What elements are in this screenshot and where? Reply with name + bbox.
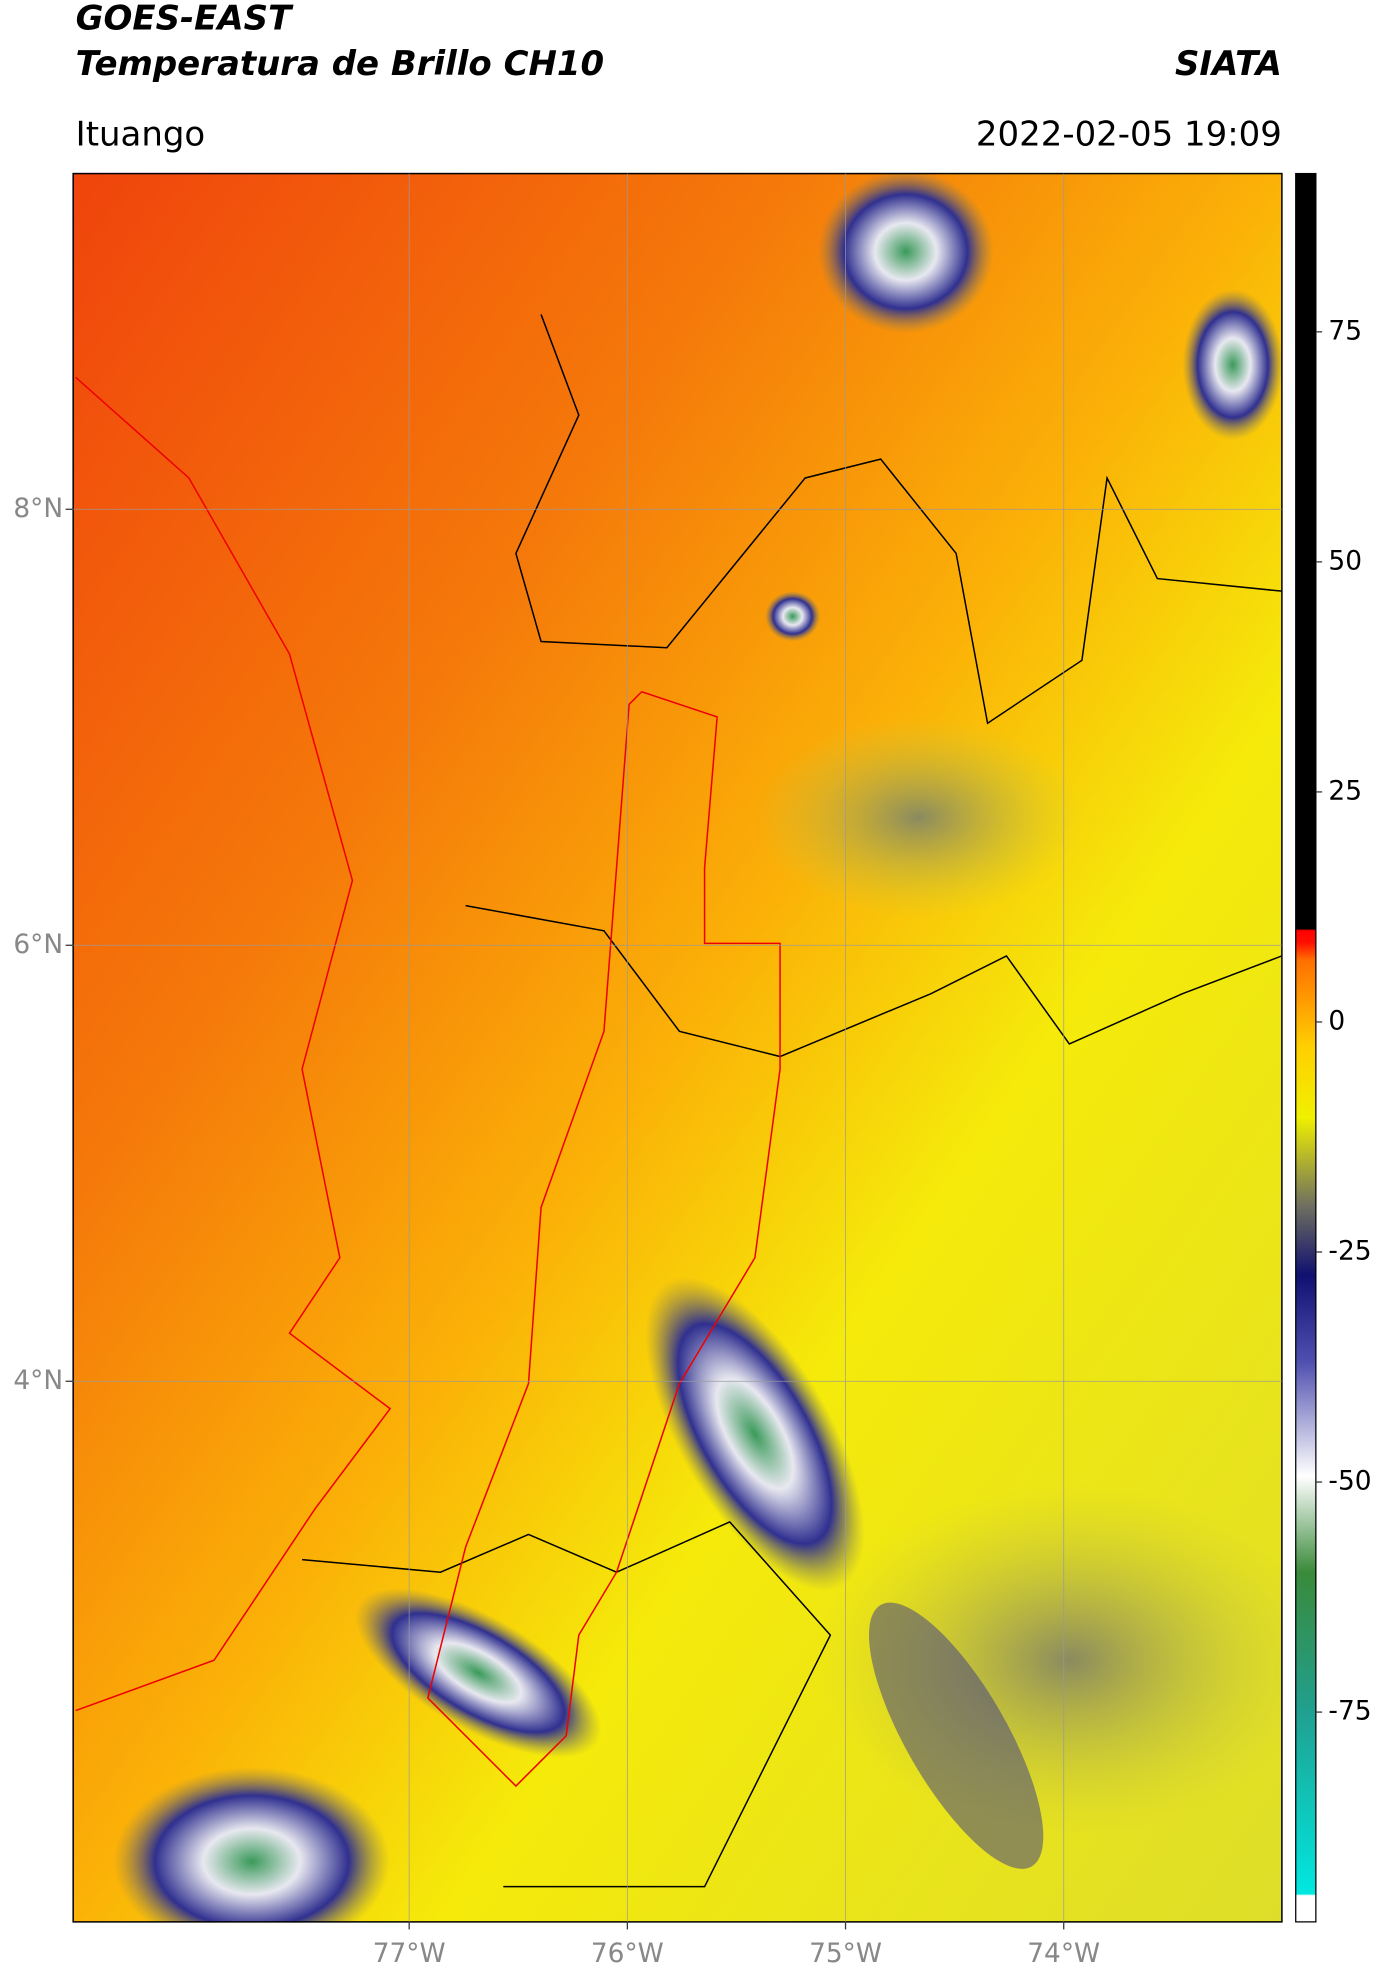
lat-tick-label: 4°N [13, 1365, 63, 1396]
colorbar-tick-label: 50 [1328, 545, 1362, 576]
lon-tick-label: 74°W [1027, 1938, 1100, 1969]
colorbar-tick-label: 75 [1328, 315, 1362, 346]
lon-tick-label: 75°W [809, 1938, 882, 1969]
subtitle: Temperatura de Brillo CH10 [76, 44, 604, 84]
lat-tick-label: 6°N [13, 929, 63, 960]
lat-tick-label: 8°N [13, 493, 63, 524]
map-frame [72, 172, 1283, 1923]
colorbar-tick-label: -50 [1328, 1466, 1371, 1497]
title: GOES-EAST [76, 0, 294, 39]
datetime: 2022-02-05 19:09 [976, 114, 1282, 154]
lon-tick-label: 77°W [373, 1938, 446, 1969]
colorbar [1295, 172, 1317, 1923]
satellite-image [73, 173, 1282, 1922]
colorbar-tick-label: 25 [1328, 775, 1362, 806]
colorbar-tick-label: -75 [1328, 1696, 1371, 1727]
colorbar-tick-label: 0 [1328, 1005, 1345, 1036]
lon-tick-label: 76°W [591, 1938, 664, 1969]
colorbar-tick-label: -25 [1328, 1236, 1371, 1267]
brand: SIATA [1175, 44, 1282, 84]
location: Ituango [76, 114, 206, 154]
